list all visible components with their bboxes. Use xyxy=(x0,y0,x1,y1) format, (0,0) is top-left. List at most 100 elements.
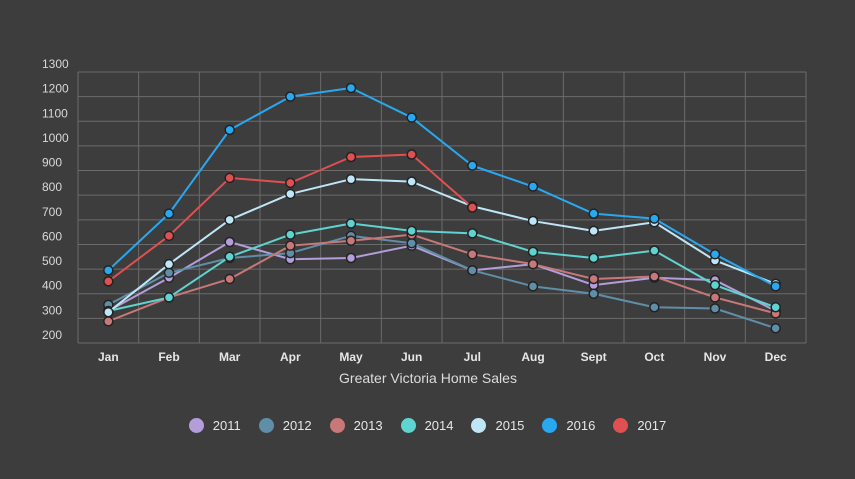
data-point[interactable] xyxy=(224,172,235,184)
data-point[interactable] xyxy=(709,249,721,260)
data-point[interactable] xyxy=(467,228,478,239)
data-point[interactable] xyxy=(467,202,478,213)
legend-label: 2013 xyxy=(353,417,383,433)
x-tick-label: Oct xyxy=(644,350,664,364)
data-point[interactable] xyxy=(224,251,235,263)
data-point[interactable] xyxy=(345,82,357,94)
data-point[interactable] xyxy=(406,176,417,187)
data-point[interactable] xyxy=(406,112,417,123)
y-tick-label: 800 xyxy=(42,180,62,194)
y-tick-label: 700 xyxy=(42,205,62,219)
chart-svg: 200 300 400 500 600 700 800 900 1000 1100 1200 1300… xyxy=(42,57,807,386)
y-tick-label: 500 xyxy=(42,254,62,268)
legend-label: 2017 xyxy=(637,417,667,433)
legend-swatch xyxy=(329,417,345,433)
data-point[interactable] xyxy=(163,258,175,270)
data-point[interactable] xyxy=(770,281,781,292)
x-tick-label: Jun xyxy=(401,350,422,364)
data-point[interactable] xyxy=(163,230,175,242)
data-point[interactable] xyxy=(527,181,539,192)
chart-legend: 2011 2012 2013 2014 2015 2016 2017 xyxy=(0,414,855,436)
data-point[interactable] xyxy=(285,188,296,200)
legend-item-2014[interactable]: 2014 xyxy=(400,417,454,433)
x-tick-label: Feb xyxy=(158,350,179,364)
data-point[interactable] xyxy=(406,149,417,160)
data-point[interactable] xyxy=(103,276,114,287)
y-tick-label: 900 xyxy=(42,156,62,170)
data-point[interactable] xyxy=(285,91,296,102)
data-point[interactable] xyxy=(163,267,175,279)
data-point[interactable] xyxy=(527,246,539,258)
data-point[interactable] xyxy=(285,177,296,189)
x-tick-label: Apr xyxy=(280,350,301,364)
data-point[interactable] xyxy=(406,225,417,237)
data-point[interactable] xyxy=(649,213,660,224)
data-point[interactable] xyxy=(770,302,781,313)
data-point[interactable] xyxy=(345,151,357,163)
series-line xyxy=(108,222,777,312)
data-point[interactable] xyxy=(345,235,357,247)
y-tick-label: 600 xyxy=(42,229,62,243)
data-point[interactable] xyxy=(588,252,599,264)
data-point[interactable] xyxy=(103,265,114,276)
data-point[interactable] xyxy=(103,306,114,318)
data-point[interactable] xyxy=(345,218,357,229)
data-point[interactable] xyxy=(770,322,781,334)
series-line xyxy=(107,178,777,313)
legend-item-2013[interactable]: 2013 xyxy=(329,417,383,433)
legend-swatch xyxy=(400,417,416,433)
data-point[interactable] xyxy=(588,225,599,237)
series-lines xyxy=(103,82,781,334)
x-tick-label: Mar xyxy=(219,350,241,364)
x-axis-ticks: Jan Feb Mar Apr May Jun Jul Aug Sept Oct Nov Dec xyxy=(98,350,787,364)
x-tick-label: May xyxy=(339,350,363,364)
data-point[interactable] xyxy=(649,245,660,256)
series-line xyxy=(107,240,777,312)
data-point[interactable] xyxy=(649,271,660,282)
data-point[interactable] xyxy=(406,237,417,249)
data-point[interactable] xyxy=(588,208,599,219)
y-tick-label: 300 xyxy=(42,303,62,317)
series-line xyxy=(107,233,776,323)
data-point[interactable] xyxy=(649,302,660,313)
data-point[interactable] xyxy=(345,252,357,264)
data-point[interactable] xyxy=(163,292,175,303)
data-point[interactable] xyxy=(709,279,721,291)
data-point[interactable] xyxy=(345,173,357,185)
legend-item-2015[interactable]: 2015 xyxy=(471,417,524,433)
data-point[interactable] xyxy=(709,303,721,314)
data-point[interactable] xyxy=(467,249,478,260)
data-point[interactable] xyxy=(224,214,235,226)
data-point[interactable] xyxy=(588,288,599,299)
grid-lines xyxy=(77,71,807,344)
legend-swatch xyxy=(258,417,274,433)
y-tick-label: 400 xyxy=(42,279,62,293)
series-line xyxy=(107,87,777,288)
data-point[interactable] xyxy=(709,292,721,303)
data-point[interactable] xyxy=(163,208,175,219)
data-point[interactable] xyxy=(467,265,478,276)
y-tick-label: 1000 xyxy=(42,131,69,145)
x-tick-label: Jul xyxy=(464,350,481,364)
legend-item-2012[interactable]: 2012 xyxy=(258,417,312,433)
data-point[interactable] xyxy=(285,240,296,251)
data-point[interactable] xyxy=(103,316,114,327)
data-point[interactable] xyxy=(527,215,539,227)
data-point[interactable] xyxy=(527,258,539,270)
data-point[interactable] xyxy=(467,160,478,171)
data-point[interactable] xyxy=(285,229,296,240)
data-point[interactable] xyxy=(224,236,235,248)
legend-swatch xyxy=(542,417,558,433)
data-point[interactable] xyxy=(527,281,539,292)
legend-label: 2014 xyxy=(424,417,454,433)
data-point[interactable] xyxy=(224,273,235,285)
legend-item-2017[interactable]: 2017 xyxy=(613,417,667,433)
data-point[interactable] xyxy=(224,124,235,136)
x-tick-label: Jan xyxy=(98,350,119,364)
legend-label: 2011 xyxy=(212,417,241,433)
data-point[interactable] xyxy=(588,273,599,285)
legend-item-2011[interactable]: 2011 xyxy=(188,417,241,433)
legend-item-2016[interactable]: 2016 xyxy=(542,417,595,433)
series-line xyxy=(107,234,776,330)
